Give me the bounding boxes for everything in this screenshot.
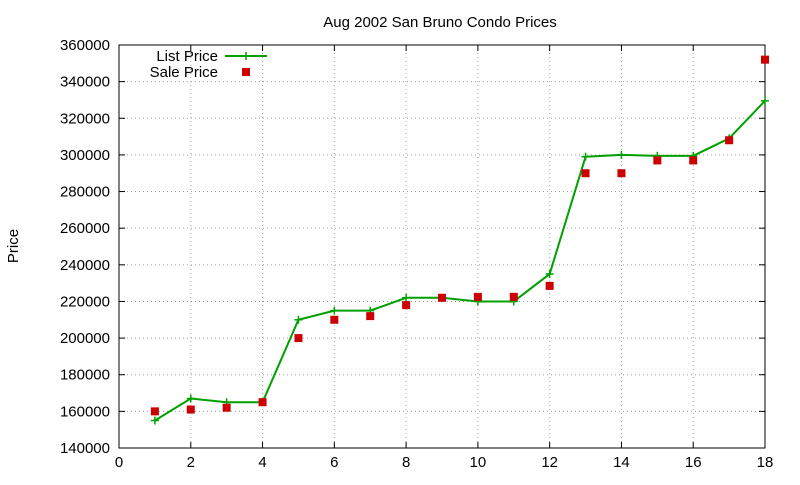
y-tick-label: 260000 (60, 220, 110, 237)
data-point-square (545, 281, 554, 290)
data-point-square (186, 405, 195, 414)
data-point-square (330, 315, 339, 324)
y-tick-label: 280000 (60, 184, 110, 201)
y-tick-label: 240000 (60, 257, 110, 274)
x-tick-label: 10 (470, 454, 487, 471)
data-point-square (294, 334, 303, 343)
chart-title: Aug 2002 San Bruno Condo Prices (323, 14, 557, 31)
data-point-plus (545, 269, 554, 278)
data-point-square (438, 293, 446, 302)
x-tick-label: 12 (541, 454, 558, 471)
data-point-square (581, 169, 590, 178)
y-tick-label: 300000 (60, 147, 110, 164)
axes: 0 2 4 6 8 10 12 14 16 18 140000 160000 180000 200000 2… (60, 37, 773, 471)
data-point-square (617, 169, 626, 178)
data-series (150, 55, 769, 425)
y-tick-label: 160000 (60, 403, 110, 420)
y-tick-label: 320000 (60, 110, 110, 127)
data-point-plus (330, 306, 339, 315)
data-point-plus (617, 150, 626, 159)
data-point-plus (150, 416, 159, 425)
x-tick-label: 14 (613, 454, 630, 471)
y-tick-label: 360000 (60, 37, 110, 54)
data-point-square (725, 136, 734, 145)
data-point-square (258, 398, 267, 407)
x-tick-label: 8 (402, 454, 410, 471)
y-tick-label: 220000 (60, 293, 110, 310)
data-point-square (222, 403, 231, 412)
legend-marker-plus (242, 52, 250, 60)
x-tick-label: 2 (187, 454, 195, 471)
series-line (154, 100, 766, 422)
legend-label: List Price (156, 48, 218, 65)
y-tick-label: 140000 (60, 440, 110, 457)
grid-lines (118, 44, 766, 449)
y-tick-label: 200000 (60, 330, 110, 347)
data-point-square (653, 156, 662, 165)
data-point-square (689, 156, 698, 165)
y-axis-label: Price (5, 229, 22, 263)
legend-marker-square (242, 68, 250, 76)
plot-frame (118, 44, 766, 449)
data-point-plus (761, 96, 769, 105)
y-tick-label: 340000 (60, 74, 110, 91)
data-point-square (473, 292, 482, 301)
data-point-square (402, 301, 411, 310)
data-point-plus (186, 394, 195, 403)
x-tick-label: 18 (757, 454, 774, 471)
data-point-square (366, 312, 375, 321)
data-point-plus (581, 152, 590, 161)
x-tick-label: 4 (258, 454, 266, 471)
data-point-square (509, 292, 518, 301)
series-1 (150, 55, 769, 416)
data-point-plus (294, 315, 303, 324)
data-point-square (150, 407, 159, 416)
y-tick-label: 180000 (60, 367, 110, 384)
x-tick-label: 0 (115, 454, 123, 471)
data-point-plus (402, 293, 411, 302)
x-tick-label: 6 (330, 454, 338, 471)
series-0 (150, 96, 769, 425)
legend-label: Sale Price (150, 64, 218, 81)
x-tick-label: 16 (685, 454, 702, 471)
data-point-square (761, 55, 769, 64)
